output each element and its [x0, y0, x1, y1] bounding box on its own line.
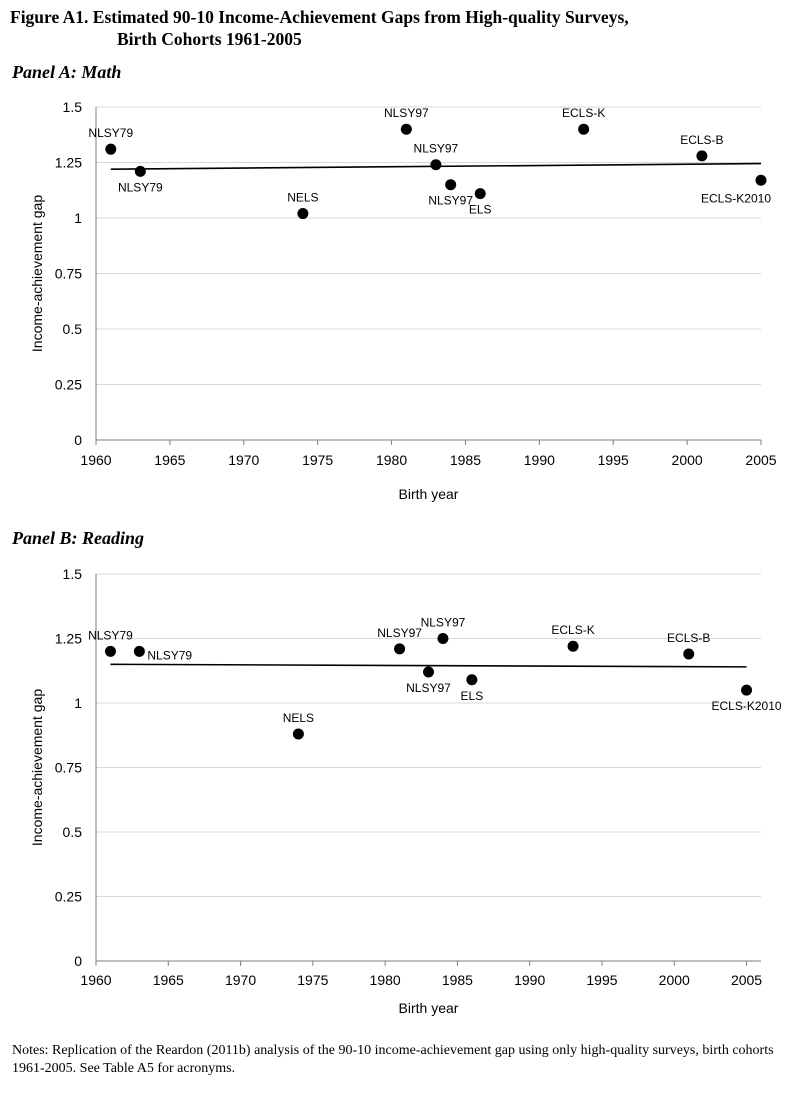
data-point [437, 633, 449, 644]
y-tick-label: 1.25 [55, 155, 82, 171]
x-tick-label: 1980 [376, 452, 407, 468]
x-tick-label: 1995 [598, 452, 629, 468]
data-label: NLSY97 [428, 194, 473, 208]
y-axis-label: Income-achievement gap [29, 195, 45, 352]
x-tick-label: 1975 [297, 972, 328, 988]
data-label: ELS [469, 203, 492, 217]
data-point [292, 728, 304, 740]
data-point [445, 179, 457, 191]
data-label: NLSY79 [88, 628, 133, 642]
data-point [578, 123, 590, 135]
y-tick-label: 0.25 [55, 889, 82, 905]
data-point [297, 208, 309, 220]
x-tick-label: 2005 [745, 452, 776, 468]
data-point [466, 674, 478, 686]
panel-b-title: Panel B: Reading [12, 528, 145, 548]
x-tick-label: 2005 [731, 972, 762, 988]
figure-notes: Notes: Replication of the Reardon (2011b… [12, 1043, 774, 1076]
x-tick-label: 1995 [586, 972, 617, 988]
data-point [105, 143, 117, 155]
data-label: ECLS-B [667, 631, 710, 645]
data-label: ECLS-K [551, 623, 594, 637]
x-tick-label: 1965 [154, 452, 185, 468]
x-tick-label: 1985 [442, 972, 473, 988]
x-tick-label: 1990 [514, 972, 545, 988]
data-label: NLSY79 [88, 126, 133, 140]
data-label: ECLS-K2010 [701, 191, 771, 205]
figure-title: Figure A1. Estimated 90-10 Income-Achiev… [10, 6, 780, 50]
data-label: NLSY97 [384, 106, 429, 120]
y-tick-label: 1.5 [63, 99, 83, 115]
data-point [104, 645, 116, 657]
x-axis-label: Birth year [399, 1000, 459, 1016]
y-tick-label: 0.5 [63, 321, 83, 337]
x-tick-label: 1975 [302, 452, 333, 468]
data-label: NLSY79 [147, 648, 192, 662]
y-tick-label: 1.5 [63, 566, 83, 582]
data-label: ECLS-K2010 [712, 699, 782, 713]
x-tick-label: 1985 [450, 452, 481, 468]
x-tick-label: 1980 [370, 972, 401, 988]
data-label: NELS [283, 711, 314, 725]
y-tick-label: 0 [74, 432, 82, 448]
data-point [755, 174, 767, 186]
data-point [474, 188, 486, 200]
figure-title-line1: Figure A1. Estimated 90-10 Income-Achiev… [10, 7, 629, 27]
y-tick-label: 1.25 [55, 631, 82, 647]
y-tick-label: 0 [74, 953, 82, 969]
data-label: NELS [287, 191, 318, 205]
data-point [683, 648, 695, 660]
y-tick-label: 0.75 [55, 266, 82, 282]
x-tick-label: 2000 [659, 972, 690, 988]
data-point [133, 645, 145, 657]
reading-chart: 0 0.25 0.5 0.75 1 1.25 1.5 1960 1965 1970 1975 1980… [29, 566, 782, 1016]
data-label: ECLS-K [562, 106, 605, 120]
x-tick-label: 1960 [80, 972, 111, 988]
data-label: NLSY97 [414, 142, 459, 156]
x-tick-label: 1970 [228, 452, 259, 468]
data-label: NLSY97 [406, 681, 451, 695]
x-tick-label: 1970 [225, 972, 256, 988]
panel-a-title: Panel A: Math [12, 62, 122, 82]
data-label: NLSY79 [118, 180, 163, 194]
y-axis-label: Income-achievement gap [29, 689, 45, 846]
math-chart: 0 0.25 0.5 0.75 1 1.25 1.5 1960 1965 1970 1975 1980… [29, 99, 777, 502]
data-point [423, 666, 434, 678]
data-point [567, 640, 579, 652]
y-tick-label: 0.5 [63, 824, 83, 840]
data-point [134, 165, 146, 177]
data-point [696, 150, 708, 162]
x-axis-label: Birth year [399, 486, 459, 502]
data-point [430, 159, 442, 171]
data-label: ELS [461, 689, 484, 703]
x-tick-label: 1965 [153, 972, 184, 988]
x-tick-label: 1960 [80, 452, 111, 468]
data-point [394, 643, 406, 655]
data-label: NLSY97 [421, 616, 466, 630]
y-tick-label: 1 [74, 210, 82, 226]
y-tick-label: 0.25 [55, 377, 82, 393]
data-label: ECLS-B [680, 133, 723, 147]
data-point [400, 123, 412, 135]
x-tick-label: 1990 [524, 452, 555, 468]
trend-line [110, 663, 747, 668]
figure-title-line2: Birth Cohorts 1961-2005 [117, 29, 302, 49]
data-point [741, 684, 753, 696]
y-tick-label: 0.75 [55, 760, 82, 776]
y-tick-label: 1 [74, 695, 82, 711]
x-tick-label: 2000 [672, 452, 703, 468]
data-label: NLSY97 [377, 626, 422, 640]
